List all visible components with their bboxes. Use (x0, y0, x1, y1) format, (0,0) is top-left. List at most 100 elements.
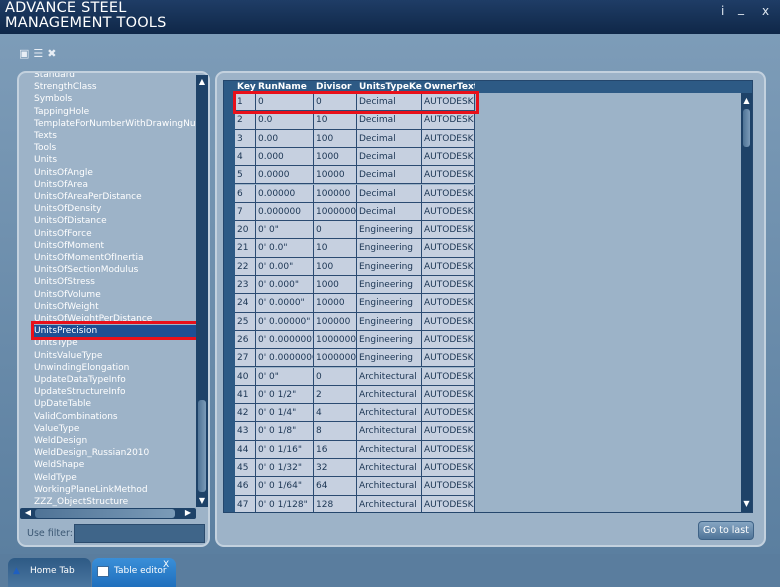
grid-cell-unitstypekey[interactable]: Architectural (357, 385, 422, 405)
table-list-item[interactable]: UnitsOfWeight (34, 301, 99, 312)
grid-cell-runname[interactable]: 0' 0.00000" (256, 312, 314, 331)
grid-cell-runname[interactable]: 0' 0" (256, 367, 314, 386)
grid-cell-key[interactable]: 25 (235, 312, 256, 331)
grid-cell-key[interactable]: 4 (235, 147, 256, 167)
scroll-thumb[interactable] (198, 400, 206, 492)
grid-cell-runname[interactable]: 0.000000 (256, 202, 314, 222)
grid-cell-divisor[interactable]: 1000 (314, 147, 357, 167)
grid-cell-runname[interactable]: 0' 0.00" (256, 257, 314, 276)
grid-cell-divisor[interactable]: 4 (314, 404, 357, 423)
table-list-item[interactable]: Standard (34, 73, 75, 80)
grid-cell-unitstypekey[interactable]: Engineering (357, 239, 422, 258)
close-button[interactable]: x (762, 4, 770, 18)
table-list-item[interactable]: TemplateForNumberWithDrawingNumb (34, 118, 196, 129)
grid-cell-ownertext[interactable]: AUTODESK (422, 129, 475, 148)
grid-cell-divisor[interactable]: 10 (314, 111, 357, 130)
table-list-item[interactable]: Units (34, 155, 58, 166)
grid-cell-divisor[interactable]: 32 (314, 459, 357, 478)
table-list-item[interactable]: Symbols (34, 94, 73, 105)
grid-cell-divisor[interactable]: 0 (314, 221, 357, 240)
table-list-item[interactable]: StrengthClass (34, 82, 97, 93)
grid-cell-key[interactable]: 26 (235, 330, 256, 350)
table-list-item[interactable]: UnitsValueType (34, 350, 103, 361)
hscroll-thumb[interactable] (35, 509, 175, 518)
grid-cell-key[interactable]: 41 (235, 385, 256, 405)
grid-cell-key[interactable]: 24 (235, 294, 256, 313)
grid-cell-key[interactable]: 42 (235, 404, 256, 423)
column-header[interactable]: UnitsTypeKey (359, 82, 422, 92)
table-row[interactable]: 5 0.0000 10000 Decimal AUTODESK (224, 166, 475, 185)
table-list-item[interactable]: ValueType (34, 423, 80, 434)
grid-cell-unitstypekey[interactable]: Engineering (357, 294, 422, 313)
table-row[interactable]: 20 0' 0" 0 Engineering AUTODESK (224, 221, 475, 240)
grid-vertical-scrollbar[interactable]: ▲ ▼ (741, 93, 752, 512)
grid-cell-runname[interactable]: 0' 0 1/16" (256, 440, 314, 459)
table-row[interactable]: 23 0' 0.000" 1000 Engineering AUTODESK (224, 276, 475, 295)
grid-cell-key[interactable]: 7 (235, 202, 256, 222)
grid-cell-divisor[interactable]: 10000 (314, 166, 357, 185)
table-row[interactable]: 21 0' 0.0" 10 Engineering AUTODESK (224, 239, 475, 258)
grid-cell-ownertext[interactable]: AUTODESK (422, 93, 475, 112)
table-row[interactable]: 2 0.0 10 Decimal AUTODESK (224, 111, 475, 130)
grid-cell-ownertext[interactable]: AUTODESK (422, 276, 475, 295)
table-row[interactable]: 6 0.00000 100000 Decimal AUTODESK (224, 184, 475, 203)
grid-cell-ownertext[interactable]: AUTODESK (422, 440, 475, 459)
column-header[interactable]: Divisor (316, 82, 352, 92)
scroll-right-icon[interactable]: ▶ (184, 508, 192, 517)
table-list-item[interactable]: TappingHole (34, 106, 90, 117)
table-row[interactable]: 41 0' 0 1/2" 2 Architectural AUTODESK (224, 385, 475, 405)
table-row[interactable]: 43 0' 0 1/8" 8 Architectural AUTODESK (224, 422, 475, 441)
table-list-item[interactable]: UpdateStructureInfo (34, 387, 126, 398)
grid-cell-runname[interactable]: 0' 0.0" (256, 239, 314, 258)
grid-cell-unitstypekey[interactable]: Engineering (357, 349, 422, 368)
grid-cell-ownertext[interactable]: AUTODESK (422, 459, 475, 478)
grid-cell-divisor[interactable]: 64 (314, 477, 357, 496)
grid-cell-ownertext[interactable]: AUTODESK (422, 166, 475, 185)
grid-cell-unitstypekey[interactable]: Engineering (357, 276, 422, 295)
grid-cell-unitstypekey[interactable]: Decimal (357, 184, 422, 203)
grid-cell-key[interactable]: 43 (235, 422, 256, 441)
grid-cell-divisor[interactable]: 10000000 (314, 349, 357, 368)
scroll-down-icon[interactable]: ▼ (198, 496, 206, 505)
grid-cell-runname[interactable]: 0.00 (256, 129, 314, 148)
grid-cell-ownertext[interactable]: AUTODESK (422, 495, 475, 512)
grid-cell-runname[interactable]: 0.000 (256, 147, 314, 167)
grid-cell-key[interactable]: 47 (235, 495, 256, 512)
table-list-item[interactable]: Tools (34, 143, 57, 154)
grid-cell-key[interactable]: 6 (235, 184, 256, 203)
grid-cell-unitstypekey[interactable]: Decimal (357, 129, 422, 148)
grid-cell-key[interactable]: 21 (235, 239, 256, 258)
table-list-item[interactable]: UnitsOfMomentOfInertia (34, 253, 144, 263)
grid-cell-ownertext[interactable]: AUTODESK (422, 221, 475, 240)
grid-cell-key[interactable]: 5 (235, 166, 256, 185)
grid-cell-unitstypekey[interactable]: Decimal (357, 202, 422, 222)
table-list-item[interactable]: WeldDesign (34, 436, 88, 446)
grid-cell-runname[interactable]: 0' 0 1/64" (256, 477, 314, 496)
table-list-item[interactable]: ZZZ_ObjectStructure (34, 497, 129, 507)
table-list-item[interactable]: WeldDesign_Russian2010 (34, 448, 150, 459)
grid-cell-runname[interactable]: 0.00000 (256, 184, 314, 203)
grid-cell-unitstypekey[interactable]: Architectural (357, 477, 422, 496)
grid-cell-key[interactable]: 1 (235, 93, 256, 112)
tools-icon[interactable]: ✖ (47, 47, 57, 60)
table-list-item[interactable]: UpdateDataTypeInfo (34, 375, 126, 385)
grid-cell-key[interactable]: 23 (235, 276, 256, 295)
grid-cell-unitstypekey[interactable]: Decimal (357, 166, 422, 185)
column-header[interactable]: OwnerText (424, 82, 475, 92)
grid-cell-runname[interactable]: 0' 0 1/2" (256, 385, 314, 405)
table-row[interactable]: 42 0' 0 1/4" 4 Architectural AUTODESK (224, 404, 475, 423)
table-list-item[interactable]: UnitsOfVolume (34, 289, 101, 300)
grid-cell-divisor[interactable]: 128 (314, 495, 357, 512)
grid-cell-divisor[interactable]: 10000 (314, 294, 357, 313)
table-list-item[interactable]: UnitsOfArea (34, 179, 88, 190)
list-vertical-scrollbar[interactable]: ▲ ▼ (196, 75, 208, 507)
grid-cell-divisor[interactable]: 100000 (314, 312, 357, 331)
table-list-item[interactable]: ValidCombinations (34, 411, 118, 422)
grid-cell-runname[interactable]: 0 (256, 93, 314, 112)
table-list-item[interactable]: Texts (34, 131, 57, 141)
grid-cell-divisor[interactable]: 1000000 (314, 202, 357, 222)
table-row[interactable]: 47 0' 0 1/128" 128 Architectural AUTODESK (224, 495, 475, 512)
table-row[interactable]: 40 0' 0" 0 Architectural AUTODESK (224, 367, 475, 386)
table-list-item[interactable]: WeldShape (34, 460, 85, 471)
grid-cell-divisor[interactable]: 0 (314, 93, 357, 112)
